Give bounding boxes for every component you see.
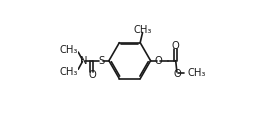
Text: N: N (80, 56, 87, 66)
Text: CH₃: CH₃ (59, 67, 78, 77)
Text: O: O (172, 41, 180, 51)
Text: O: O (88, 70, 96, 80)
Text: CH₃: CH₃ (59, 45, 78, 55)
Text: O: O (155, 56, 163, 66)
Text: S: S (98, 56, 104, 66)
Text: CH₃: CH₃ (187, 68, 206, 78)
Text: CH₃: CH₃ (133, 25, 152, 35)
Text: O: O (173, 69, 181, 79)
